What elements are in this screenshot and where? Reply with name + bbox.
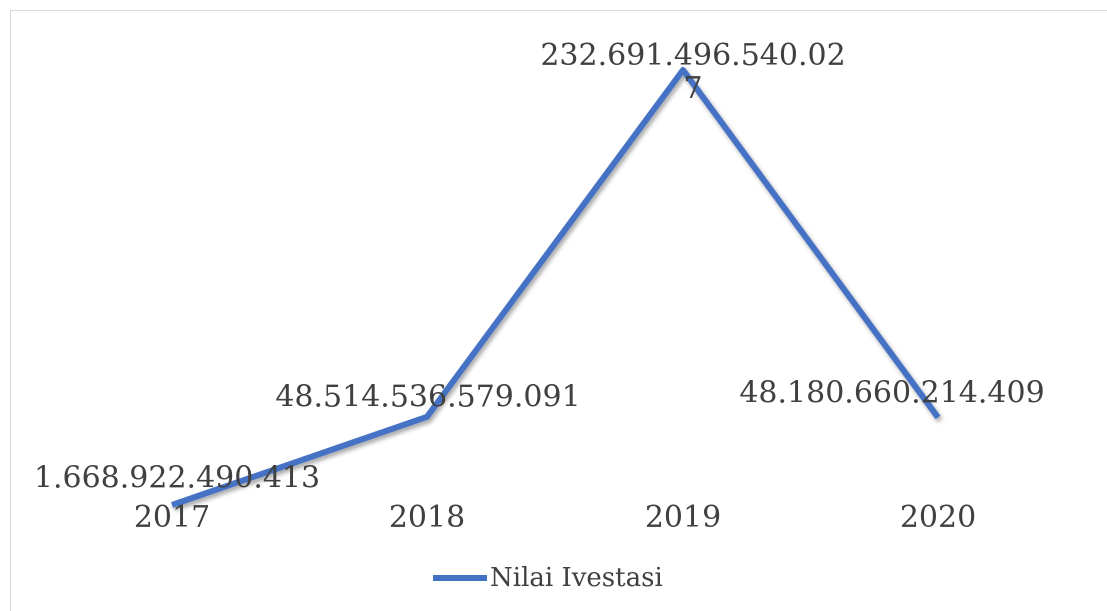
data-label: 232.691.496.540.027 — [540, 38, 846, 106]
legend-label: Nilai Ivestasi — [490, 563, 663, 593]
data-label: 1.668.922.490.413 — [33, 460, 321, 496]
x-tick-label: 2020 — [900, 500, 976, 535]
series-line — [171, 67, 941, 508]
chart-border — [10, 10, 1107, 611]
data-label: 48.180.660.214.409 — [739, 375, 1045, 411]
data-label: 48.514.536.579.091 — [275, 379, 581, 415]
x-tick-label: 2019 — [645, 500, 721, 535]
x-tick-label: 2017 — [134, 500, 210, 535]
x-tick-label: 2018 — [389, 500, 465, 535]
